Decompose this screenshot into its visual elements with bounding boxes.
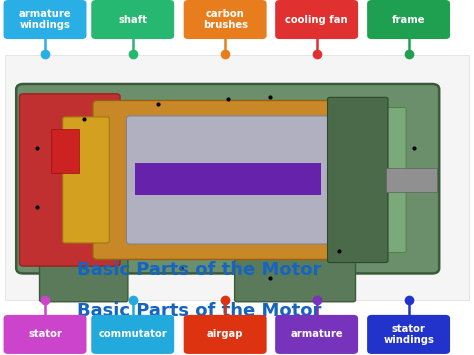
Text: armature: armature <box>290 329 343 339</box>
Text: Basic Parts of the Motor: Basic Parts of the Motor <box>77 261 321 279</box>
Text: cooling fan: cooling fan <box>285 15 348 24</box>
FancyBboxPatch shape <box>5 55 469 300</box>
FancyBboxPatch shape <box>91 315 174 354</box>
FancyBboxPatch shape <box>275 315 358 354</box>
Text: commutator: commutator <box>98 329 167 339</box>
Text: stator: stator <box>28 329 62 339</box>
FancyBboxPatch shape <box>183 315 266 354</box>
Text: frame: frame <box>392 15 425 24</box>
Bar <box>386 168 437 192</box>
FancyBboxPatch shape <box>367 315 450 354</box>
FancyBboxPatch shape <box>4 0 86 39</box>
FancyBboxPatch shape <box>127 116 329 244</box>
FancyBboxPatch shape <box>93 100 367 260</box>
Text: stator
windings: stator windings <box>383 324 434 345</box>
Text: airgap: airgap <box>207 329 244 339</box>
FancyBboxPatch shape <box>135 163 320 195</box>
FancyBboxPatch shape <box>275 0 358 39</box>
FancyBboxPatch shape <box>51 129 79 173</box>
Text: carbon
brushes: carbon brushes <box>203 9 247 30</box>
Text: shaft: shaft <box>118 15 147 24</box>
FancyBboxPatch shape <box>63 117 109 243</box>
FancyBboxPatch shape <box>235 259 356 302</box>
FancyBboxPatch shape <box>19 94 120 266</box>
FancyBboxPatch shape <box>91 0 174 39</box>
FancyBboxPatch shape <box>356 108 406 252</box>
Text: armature
windings: armature windings <box>18 9 72 30</box>
FancyBboxPatch shape <box>39 259 128 302</box>
FancyBboxPatch shape <box>16 84 439 273</box>
FancyBboxPatch shape <box>183 0 266 39</box>
FancyBboxPatch shape <box>367 0 450 39</box>
FancyBboxPatch shape <box>4 315 86 354</box>
Text: Basic Parts of the Motor: Basic Parts of the Motor <box>77 302 321 320</box>
FancyBboxPatch shape <box>328 97 388 263</box>
